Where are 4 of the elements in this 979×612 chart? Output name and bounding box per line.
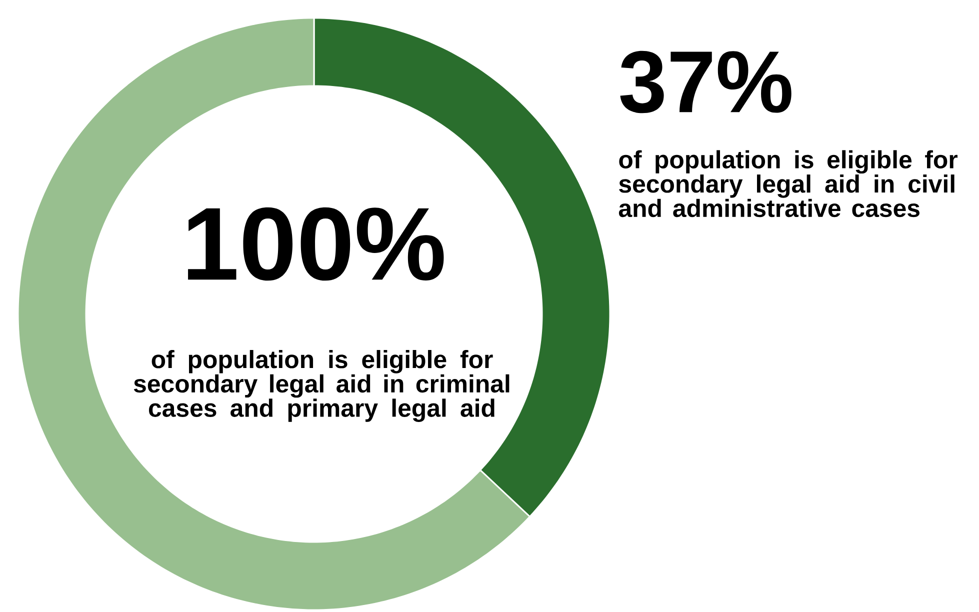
- text: 37%: [620, 50, 792, 114]
- text: of population is eligible for secondary legal aid in civil and administrative cases: [618, 150, 958, 218]
- text: 100%: [188, 207, 444, 281]
- text: of population is eligible for secondary legal aid in criminal cases and primary legal aid: [134, 350, 510, 422]
